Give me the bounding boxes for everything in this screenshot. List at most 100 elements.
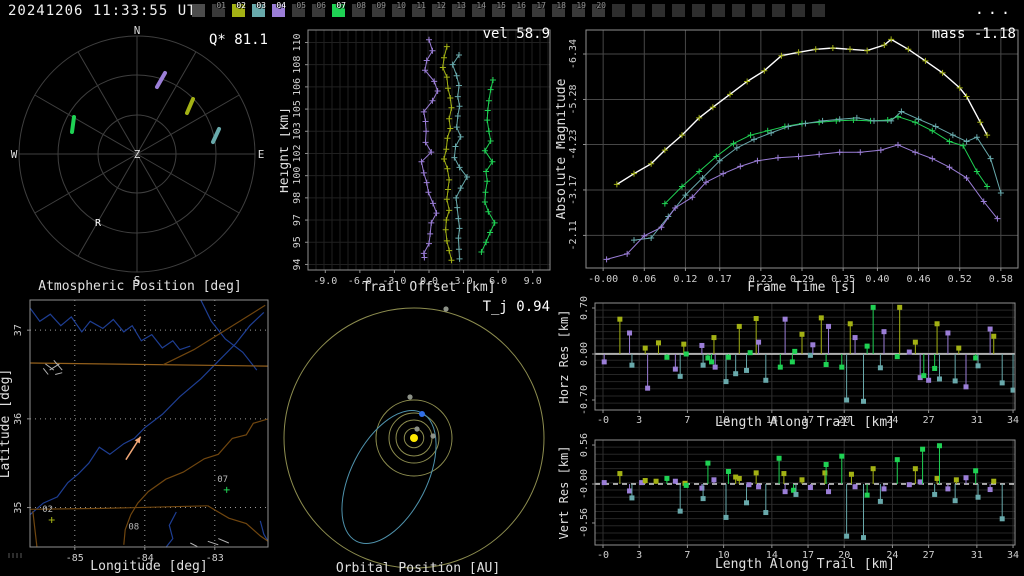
station-number: 03 [256, 2, 266, 10]
station-box-09[interactable]: 09 [372, 4, 385, 17]
residual-point-03 [861, 535, 866, 540]
residual-point-04 [602, 480, 607, 485]
residual-point-02 [711, 335, 716, 340]
station-box[interactable] [712, 4, 725, 17]
station-box-06[interactable]: 06 [312, 4, 325, 17]
plot-shape [35, 95, 137, 154]
residual-point-02 [991, 334, 996, 339]
station-box[interactable] [192, 4, 205, 17]
station-box-02[interactable]: 02 [232, 4, 245, 17]
station-box-04[interactable]: 04 [272, 4, 285, 17]
residual-point-04 [918, 479, 923, 484]
station-box-05[interactable]: 05 [292, 4, 305, 17]
vertical-residuals-plot: -03710141720242731340.56-0.00-0.56Vert R… [556, 430, 1024, 576]
station-box[interactable] [692, 4, 705, 17]
station-box-14[interactable]: 14 [472, 4, 485, 17]
station-box-03[interactable]: 03 [252, 4, 265, 17]
tick-label: 97 [292, 214, 303, 226]
residual-point-03 [678, 509, 683, 514]
meteor-streak-07 [72, 117, 74, 132]
station-number: 02 [236, 2, 246, 10]
residual-point-03 [724, 379, 729, 384]
residual-point-07 [937, 443, 942, 448]
meteor-streak-03 [213, 129, 219, 142]
residual-point-04 [713, 365, 718, 370]
station-box[interactable] [752, 4, 765, 17]
station-box-12[interactable]: 12 [432, 4, 445, 17]
station-box-01[interactable]: 01 [212, 4, 225, 17]
residual-point-03 [976, 495, 981, 500]
station-box-08[interactable]: 08 [352, 4, 365, 17]
residual-point-07 [895, 354, 900, 359]
station-number: 15 [496, 2, 506, 10]
orbital-position-panel: T_j 0.94 Orbital Position [AU] [280, 295, 556, 576]
residual-point-04 [808, 485, 813, 490]
residual-point-04 [810, 342, 815, 347]
residual-point-07 [790, 359, 795, 364]
station-box-18[interactable]: 18 [552, 4, 565, 17]
tick-label: 102 [292, 144, 303, 162]
state-border [124, 419, 268, 545]
zenith-label: Z [134, 148, 141, 161]
residual-point-04 [826, 324, 831, 329]
city-mark [208, 541, 219, 545]
plot-shape [137, 154, 196, 256]
residual-point-04 [964, 475, 969, 480]
station-box-10[interactable]: 10 [392, 4, 405, 17]
station-number: 19 [576, 2, 586, 10]
tick-label: 95 [292, 236, 303, 248]
station-box[interactable] [772, 4, 785, 17]
utc-timestamp: 20241206 11:33:55 UTC [8, 3, 206, 19]
plot-shape [78, 154, 137, 256]
station-box-19[interactable]: 19 [572, 4, 585, 17]
residual-point-04 [746, 482, 751, 487]
residual-point-03 [678, 374, 683, 379]
station-box-15[interactable]: 15 [492, 4, 505, 17]
station-box[interactable] [612, 4, 625, 17]
station-box[interactable] [672, 4, 685, 17]
station-box-07[interactable]: 07 [332, 4, 345, 17]
residual-point-02 [656, 340, 661, 345]
residual-point-02 [681, 342, 686, 347]
residual-point-07 [932, 366, 937, 371]
residual-point-02 [822, 470, 827, 475]
residual-point-04 [627, 488, 632, 493]
overflow-menu-button[interactable]: ... [975, 0, 1014, 18]
station-number: 20 [596, 2, 606, 10]
residual-point-04 [756, 340, 761, 345]
plot-shape [137, 52, 196, 154]
compass-label: N [134, 24, 141, 37]
station-box-11[interactable]: 11 [412, 4, 425, 17]
cross-markers [631, 108, 1004, 243]
residual-point-03 [808, 353, 813, 358]
magnitude-xlabel: Frame Time [s] [586, 280, 1018, 295]
residual-point-03 [724, 515, 729, 520]
vert-res-xlabel: Length Along Trail [km] [595, 557, 1015, 572]
residual-point-07 [709, 359, 714, 364]
station-box-16[interactable]: 16 [512, 4, 525, 17]
residual-point-02 [935, 321, 940, 326]
residual-point-02 [954, 477, 959, 482]
residual-point-03 [629, 363, 634, 368]
station-box-13[interactable]: 13 [452, 4, 465, 17]
station-box[interactable] [652, 4, 665, 17]
residual-point-07 [726, 355, 731, 360]
tick-label: 94 [292, 258, 303, 270]
residual-point-03 [878, 499, 883, 504]
residual-point-03 [953, 378, 958, 383]
station-box[interactable] [792, 4, 805, 17]
station-box[interactable] [732, 4, 745, 17]
station-number: 01 [216, 2, 226, 10]
meteor-streak-02 [187, 99, 193, 113]
residual-point-04 [907, 482, 912, 487]
state-border [33, 511, 37, 547]
residual-point-02 [913, 466, 918, 471]
station-box[interactable] [812, 4, 825, 17]
trail-xlabel: Trail Offset [km] [308, 280, 550, 295]
ground-map-panel: 020708-85-84-83353637Latitude [deg] Long… [0, 295, 280, 576]
station-box-20[interactable]: 20 [592, 4, 605, 17]
station-box-17[interactable]: 17 [532, 4, 545, 17]
residual-point-07 [824, 462, 829, 467]
station-box[interactable] [632, 4, 645, 17]
residual-point-04 [853, 335, 858, 340]
